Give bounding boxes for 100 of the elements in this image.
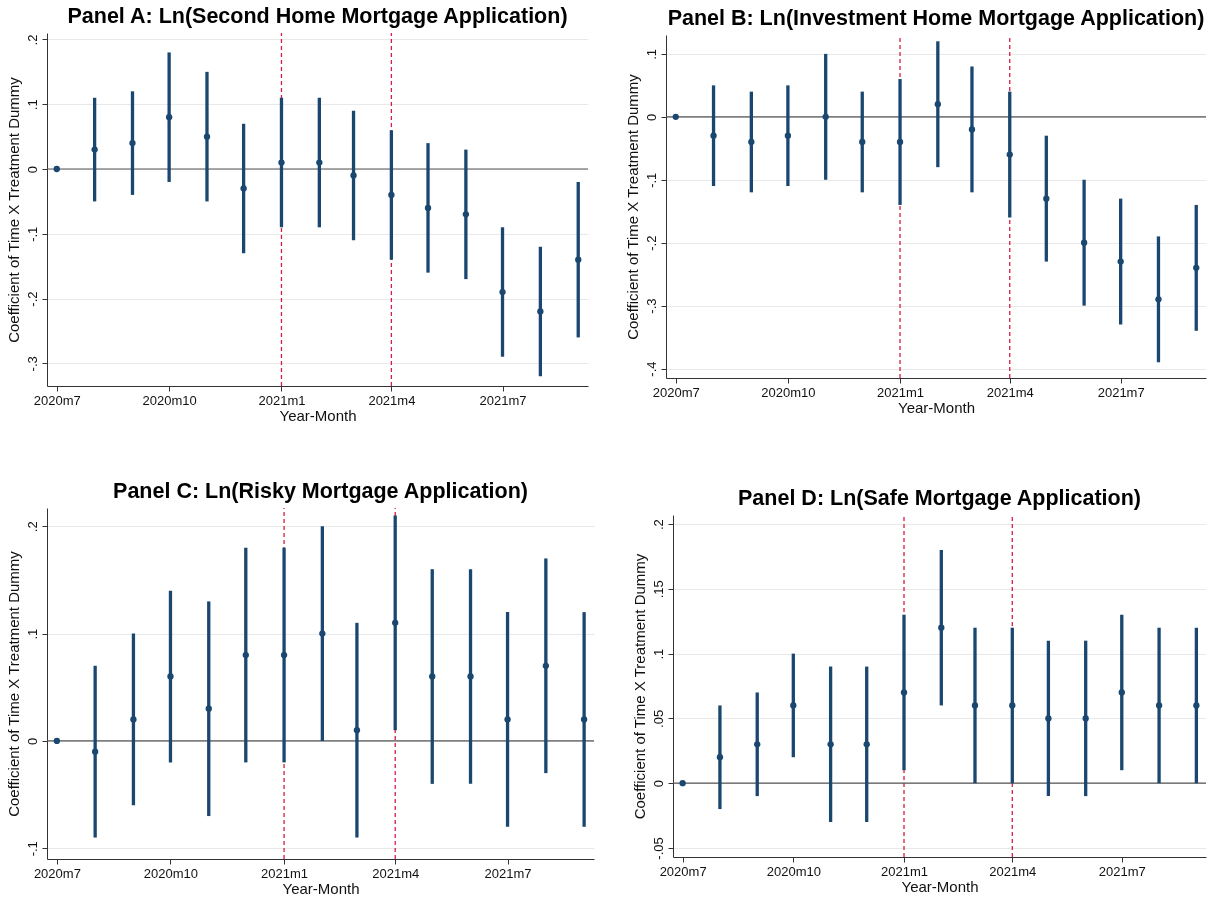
point xyxy=(91,146,98,153)
y-tick-label: -.1 xyxy=(24,226,40,242)
x-axis-title: Year-Month xyxy=(901,877,979,895)
point xyxy=(429,673,436,680)
point xyxy=(1117,258,1124,265)
point xyxy=(350,172,357,179)
point xyxy=(537,308,544,315)
x-tick-label: 2020m7 xyxy=(33,865,81,881)
y-tick-label: .15 xyxy=(650,580,666,599)
point xyxy=(900,689,908,696)
point xyxy=(1193,702,1200,709)
point xyxy=(679,780,686,787)
y-tick-label: .1 xyxy=(650,648,666,660)
x-tick-label: 2021m4 xyxy=(368,392,416,408)
y-axis-title: Coefficient of Time X Treatment Dummy xyxy=(623,73,641,340)
x-tick-label: 2021m1 xyxy=(261,865,309,881)
x-tick-label: 2021m7 xyxy=(1098,863,1146,879)
point xyxy=(754,741,761,748)
y-tick-label: -.1 xyxy=(24,841,40,857)
point xyxy=(790,702,797,709)
point xyxy=(316,159,323,166)
point xyxy=(748,138,755,146)
y-tick-label: -.4 xyxy=(643,361,659,377)
point xyxy=(716,754,724,761)
x-tick-label: 2021m1 xyxy=(877,384,925,400)
y-tick-label: -.3 xyxy=(24,356,40,372)
y-tick-label: 0 xyxy=(650,780,666,788)
point xyxy=(53,737,61,745)
x-axis-title: Year-Month xyxy=(282,879,360,897)
point xyxy=(580,716,588,723)
y-tick-label: 0 xyxy=(643,113,659,121)
chart-title: Panel A: Ln(Second Home Mortgage Application) xyxy=(67,3,568,28)
y-tick-label: -.3 xyxy=(643,298,659,314)
chart-title: Panel C: Ln(Risky Mortgage Application) xyxy=(113,478,528,503)
y-tick-label: .05 xyxy=(650,709,666,728)
point xyxy=(859,138,866,146)
y-axis-title: Coefficient of Time X Treatment Dummy xyxy=(4,76,22,343)
y-tick-label: -.2 xyxy=(643,235,659,251)
point xyxy=(499,288,506,296)
point xyxy=(542,662,550,669)
x-axis-title: Year-Month xyxy=(898,398,975,416)
point xyxy=(822,113,829,120)
point xyxy=(575,256,582,263)
x-tick-label: 2020m7 xyxy=(659,863,707,879)
x-tick-label: 2020m10 xyxy=(761,384,816,400)
y-tick-label: -.1 xyxy=(643,172,659,188)
y-tick-label: 0 xyxy=(24,737,40,746)
point xyxy=(968,126,976,133)
point xyxy=(504,716,511,723)
point xyxy=(1118,689,1125,696)
point xyxy=(167,673,174,680)
point xyxy=(1045,715,1052,722)
y-tick-label: .2 xyxy=(650,519,666,530)
point xyxy=(467,673,474,680)
point xyxy=(392,619,399,627)
point xyxy=(462,211,470,218)
chart-title: Panel D: Ln(Safe Mortgage Application) xyxy=(738,485,1141,510)
point xyxy=(319,630,326,637)
point xyxy=(165,114,173,121)
point xyxy=(672,113,679,120)
point xyxy=(240,185,247,192)
x-tick-label: 2020m7 xyxy=(33,392,81,408)
x-tick-label: 2021m1 xyxy=(881,863,928,879)
x-tick-label: 2020m7 xyxy=(652,384,700,400)
point xyxy=(1009,702,1016,709)
chart-title: Panel B: Ln(Investment Home Mortgage Application) xyxy=(667,5,1205,30)
point xyxy=(971,702,979,709)
point xyxy=(1193,264,1200,272)
point xyxy=(242,651,249,659)
x-tick-label: 2020m10 xyxy=(142,392,197,408)
y-axis-title: Coefficient of Time X Treatment Dummy xyxy=(4,550,22,817)
point xyxy=(934,101,941,108)
y-tick-label: 0 xyxy=(24,165,40,174)
x-tick-label: 2021m7 xyxy=(484,865,532,881)
x-tick-label: 2021m4 xyxy=(372,865,420,881)
y-tick-label: .1 xyxy=(24,628,40,640)
point xyxy=(827,741,834,748)
point xyxy=(1082,715,1089,722)
point xyxy=(938,624,945,631)
point xyxy=(129,139,136,147)
x-axis-title: Year-Month xyxy=(279,406,357,424)
y-tick-label: -.2 xyxy=(24,291,40,307)
x-tick-label: 2021m7 xyxy=(1097,384,1145,400)
y-tick-label: .2 xyxy=(24,521,40,533)
point xyxy=(1006,151,1013,158)
point xyxy=(1155,296,1162,303)
point xyxy=(784,132,792,139)
point xyxy=(205,705,212,712)
point xyxy=(388,191,395,199)
point xyxy=(1155,702,1163,709)
y-tick-label: .2 xyxy=(24,34,40,46)
point xyxy=(91,748,99,755)
point xyxy=(130,716,137,723)
y-tick-label: .1 xyxy=(24,99,40,111)
point xyxy=(1043,195,1050,202)
point xyxy=(896,138,904,146)
x-tick-label: 2021m7 xyxy=(479,392,527,408)
y-tick-label: .1 xyxy=(643,48,659,60)
point xyxy=(1080,239,1088,246)
x-tick-label: 2021m4 xyxy=(986,384,1034,400)
